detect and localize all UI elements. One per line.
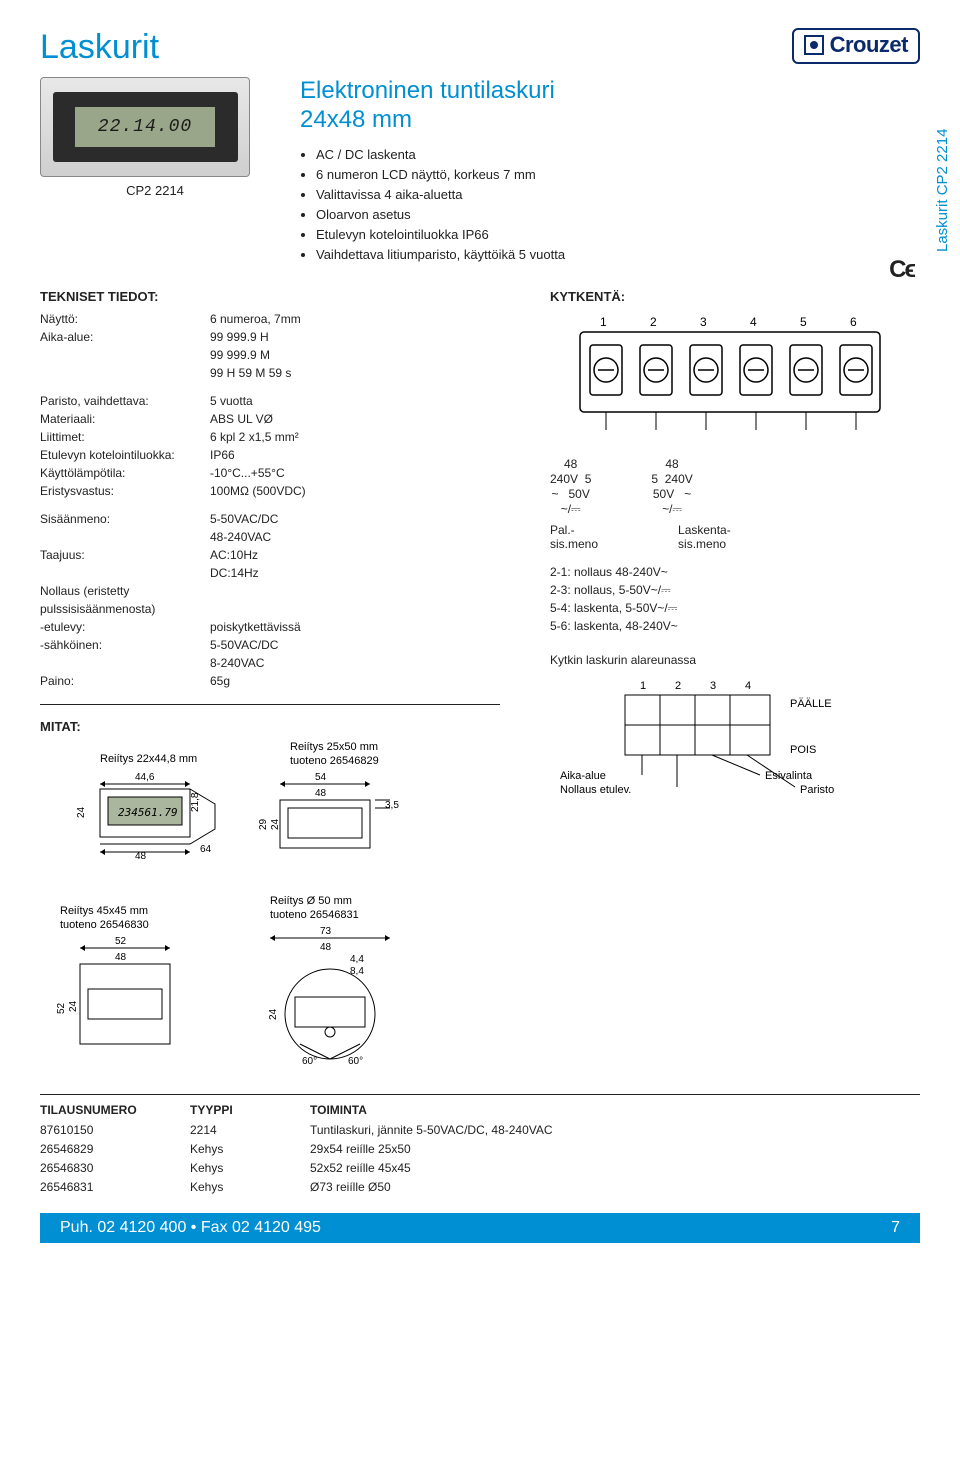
svg-text:54: 54 xyxy=(315,772,327,783)
svg-text:Reiítys 25x50 mm: Reiítys 25x50 mm xyxy=(290,741,378,753)
svg-text:234561.79: 234561.79 xyxy=(118,806,178,819)
wiring-right-voltage: 48 5 240V 50V ~ ~/⎓ xyxy=(651,457,692,517)
svg-text:Reiítys 22x44,8 mm: Reiítys 22x44,8 mm xyxy=(100,753,197,765)
footer-phone: Puh. 02 4120 400 • Fax 02 4120 495 xyxy=(60,1219,321,1237)
svg-text:73: 73 xyxy=(320,926,332,937)
svg-text:POIS: POIS xyxy=(790,744,816,756)
svg-text:48: 48 xyxy=(320,942,332,953)
svg-text:Reiítys 45x45 mm: Reiítys 45x45 mm xyxy=(60,905,148,917)
wiring-right-label: Laskenta- sis.meno xyxy=(678,523,731,551)
svg-text:PÄÄLLE: PÄÄLLE xyxy=(790,698,832,710)
svg-text:Paristo: Paristo xyxy=(800,784,834,796)
svg-text:4: 4 xyxy=(750,315,757,329)
product-photo: 22.14.00 CP2 2214 xyxy=(40,77,270,265)
svg-text:Esivalinta: Esivalinta xyxy=(765,770,813,782)
feature-item: AC / DC laskenta xyxy=(316,145,565,165)
svg-text:2: 2 xyxy=(675,680,681,692)
wiring-title: KYTKENTÄ: xyxy=(550,289,920,304)
spec-block-3: Sisäänmeno:5-50VAC/DC 48-240VAC Taajuus:… xyxy=(40,510,500,690)
wiring-legend: 2-1: nollaus 48-240V~ 2-3: nollaus, 5-50… xyxy=(550,563,920,635)
spec-block-2: Paristo, vaihdettava:5 vuotta Materiaali… xyxy=(40,392,500,500)
svg-text:24: 24 xyxy=(68,1001,79,1013)
svg-text:29: 29 xyxy=(258,819,269,831)
brand-logo: Crouzet xyxy=(792,28,920,64)
svg-text:3,5: 3,5 xyxy=(385,800,399,811)
svg-text:24: 24 xyxy=(268,1009,279,1021)
svg-text:24: 24 xyxy=(270,819,281,831)
svg-text:24: 24 xyxy=(76,807,87,819)
brand-text: Crouzet xyxy=(830,32,908,58)
svg-text:60°: 60° xyxy=(348,1056,363,1064)
feature-item: Vaihdettava litiumparisto, käyttöikä 5 v… xyxy=(316,245,565,265)
ce-mark-icon: Cϵ xyxy=(889,256,914,284)
svg-text:60°: 60° xyxy=(302,1056,317,1064)
svg-text:tuoteno 26546831: tuoteno 26546831 xyxy=(270,909,359,921)
lcd-display: 22.14.00 xyxy=(75,107,215,147)
spec-block-1: Näyttö:6 numeroa, 7mm Aika-alue:99 999.9… xyxy=(40,310,500,382)
svg-text:64: 64 xyxy=(200,844,212,855)
dimensions-diagram: Reiítys 22x44,8 mm Reiítys 25x50 mm tuot… xyxy=(40,734,500,1064)
svg-text:1: 1 xyxy=(600,315,607,329)
terminal-diagram: 1 2 3 4 5 6 xyxy=(550,310,920,450)
svg-text:Nollaus etulev.: Nollaus etulev. xyxy=(560,784,631,796)
brand-mark-icon xyxy=(804,35,824,55)
order-table: TILAUSNUMEROTYYPPITOIMINTA 876101502214T… xyxy=(40,1094,920,1197)
feature-list: AC / DC laskenta 6 numeron LCD näyttö, k… xyxy=(300,145,565,266)
wiring-left-voltage: 48 240V 5 ~ 50V ~/⎓ xyxy=(550,457,591,517)
page-title: Laskurit xyxy=(40,28,159,67)
svg-text:4: 4 xyxy=(745,680,751,692)
product-subtitle: Elektroninen tuntilaskuri24x48 mm xyxy=(300,77,565,135)
side-tab-label: Laskurit CP2 2214 xyxy=(934,90,960,290)
svg-text:5: 5 xyxy=(800,315,807,329)
svg-text:48: 48 xyxy=(115,952,127,963)
svg-text:Reiítys Ø 50 mm: Reiítys Ø 50 mm xyxy=(270,895,352,907)
tech-title: TEKNISET TIEDOT: xyxy=(40,289,500,304)
svg-text:48: 48 xyxy=(315,788,327,799)
feature-item: Valittavissa 4 aika-aluetta xyxy=(316,185,565,205)
feature-item: 6 numeron LCD näyttö, korkeus 7 mm xyxy=(316,165,565,185)
svg-text:3: 3 xyxy=(710,680,716,692)
page-number: 7 xyxy=(891,1219,900,1237)
svg-text:48: 48 xyxy=(135,851,147,862)
svg-text:52: 52 xyxy=(115,936,127,947)
svg-text:52: 52 xyxy=(56,1003,67,1015)
svg-text:3: 3 xyxy=(700,315,707,329)
svg-text:6: 6 xyxy=(850,315,857,329)
photo-caption: CP2 2214 xyxy=(40,183,270,198)
svg-text:4,4: 4,4 xyxy=(350,954,364,965)
dip-switch-diagram: Kytkin laskurin alareunassa 1234 PÄÄLLE … xyxy=(550,653,920,808)
svg-text:tuoteno 26546829: tuoteno 26546829 xyxy=(290,755,379,767)
feature-item: Etulevyn kotelointiluokka IP66 xyxy=(316,225,565,245)
svg-text:Aika-alue: Aika-alue xyxy=(560,770,606,782)
wiring-left-label: Pal.- sis.meno xyxy=(550,523,598,551)
mitat-title: MITAT: xyxy=(40,719,500,734)
page-footer: Puh. 02 4120 400 • Fax 02 4120 495 7 xyxy=(40,1213,920,1243)
svg-text:44,6: 44,6 xyxy=(135,772,155,783)
feature-item: Oloarvon asetus xyxy=(316,205,565,225)
svg-text:tuoteno 26546830: tuoteno 26546830 xyxy=(60,919,149,931)
svg-text:1: 1 xyxy=(640,680,646,692)
svg-text:2: 2 xyxy=(650,315,657,329)
